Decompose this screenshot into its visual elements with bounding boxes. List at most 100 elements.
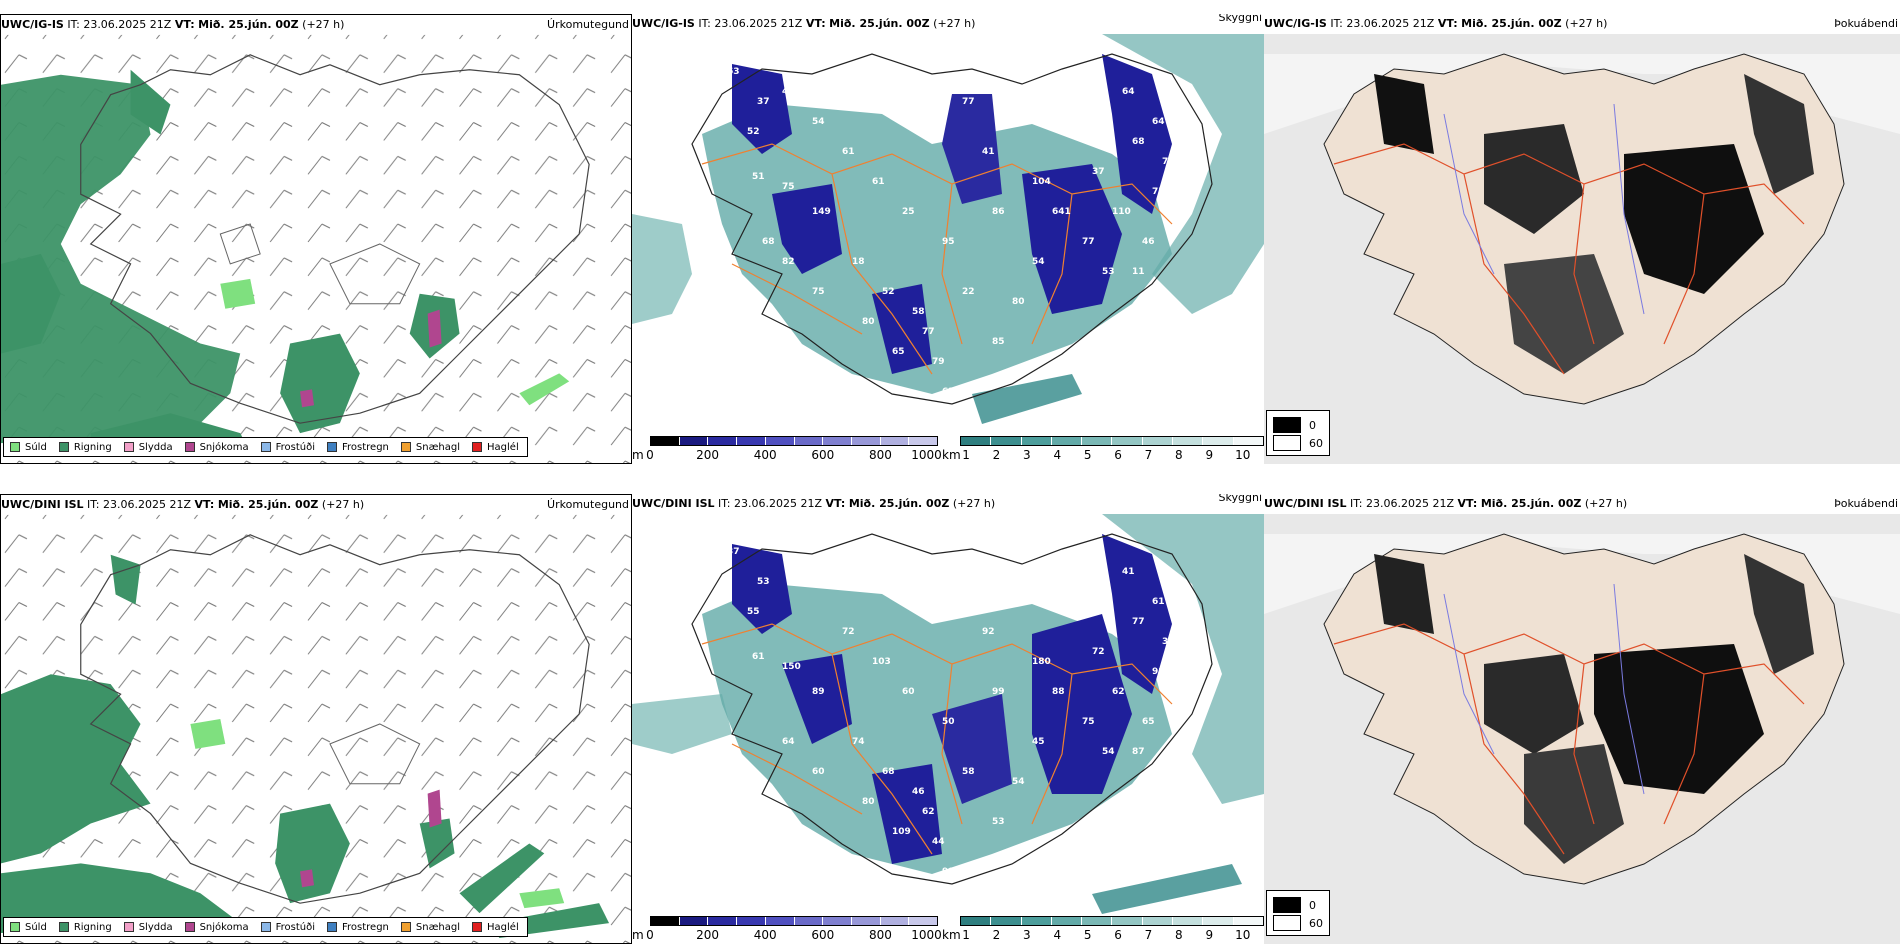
rain-area <box>275 803 350 904</box>
fog-map-canvas <box>1264 514 1900 944</box>
colorbar-unit: m <box>632 448 644 462</box>
river-network <box>1443 103 1645 315</box>
low-visibility-area <box>1092 864 1242 914</box>
colorbar-segment <box>909 917 938 925</box>
colorbar-segment <box>1203 917 1234 925</box>
valid-time: Mið. 25.jún. 00Z <box>1480 497 1582 510</box>
model-name: UWC/DINI ISL <box>632 497 715 510</box>
fog-map-canvas <box>1264 34 1900 464</box>
colorbar-segment <box>880 437 910 445</box>
issue-time: IT: 23.06.2025 21Z <box>1330 17 1435 30</box>
colorbar-segment <box>961 917 992 925</box>
colorbar-segment <box>651 917 680 925</box>
colorbar-ticks: 0 200 400 600 800 1000 <box>646 928 942 942</box>
panel-header: UWC/DINI ISL IT: 23.06.2025 21Z VT: Mið.… <box>632 494 1264 514</box>
valid-label: VT: <box>825 497 846 510</box>
road-network <box>701 143 1173 375</box>
colorbar-segment <box>851 917 881 925</box>
low-cloud-base-area <box>942 94 1002 204</box>
colorbar-segment <box>1142 437 1174 445</box>
snow-area <box>427 789 442 828</box>
drizzle-area <box>519 373 570 406</box>
legend-item: Snæhagl <box>400 442 460 453</box>
colorbar-ticks: 0 200 400 600 800 1000 <box>646 448 942 462</box>
model-name: UWC/IG-IS <box>1264 17 1327 30</box>
issue-time: IT: 23.06.2025 21Z <box>1350 497 1455 510</box>
colorbar-segment <box>1051 437 1083 445</box>
fog-map[interactable] <box>1264 14 1900 464</box>
fog-index-dark <box>1744 74 1814 194</box>
precip-map[interactable] <box>1 15 631 463</box>
lead-time: (+27 h) <box>933 17 976 30</box>
low-cloud-base-area <box>732 544 792 634</box>
lead-time: (+27 h) <box>1565 17 1608 30</box>
valid-time: Mið. 25.jún. 00Z <box>217 498 319 511</box>
field-title: Þokuábendi <box>1834 17 1898 30</box>
colorbar-segment <box>1021 917 1052 925</box>
colorbar-segment <box>1203 437 1234 445</box>
river-network <box>1443 583 1645 795</box>
legend-item: Haglél <box>472 922 519 933</box>
colorbar-segment <box>991 437 1022 445</box>
precip-legend: Súld Rigning Slydda Snjókoma Frostúði Fr… <box>3 437 528 457</box>
colorbar-segment <box>794 437 824 445</box>
fog-legend: 0 60 <box>1266 890 1330 936</box>
legend-item: 60 <box>1273 915 1323 931</box>
model-name: UWC/IG-IS <box>632 17 695 30</box>
visibility-map[interactable]: 37 53 55 61 150 89 74 68 46 48 92 99 180 88 75 54 77 41 61… <box>632 494 1264 944</box>
field-title: Þokuábendi <box>1834 497 1898 510</box>
legend-item: Snjókoma <box>184 922 249 933</box>
legend-item: 60 <box>1273 435 1323 451</box>
rain-area <box>1 674 151 864</box>
legend-item: Rigning <box>58 442 112 453</box>
valid-time: Mið. 25.jún. 00Z <box>829 17 930 30</box>
panel-header: UWC/DINI ISL IT: 23.06.2025 21Z VT: Mið.… <box>1264 494 1900 514</box>
land-area <box>1323 53 1845 405</box>
colorbar-segment <box>737 917 766 925</box>
issue-time: IT: 23.06.2025 21Z <box>87 498 192 511</box>
drizzle-area <box>220 278 256 309</box>
coastline <box>691 53 1213 405</box>
colorbar-segment <box>737 437 766 445</box>
colorbar-segment <box>794 917 824 925</box>
fog-map[interactable] <box>1264 494 1900 944</box>
visibility-colorbar: km 1 2 3 4 5 6 7 8 9 10 <box>942 916 1264 944</box>
rain-area <box>1 253 61 354</box>
visibility-map[interactable]: 63 37 52 51 75 149 18 52 58 77 41 86 104 641 77 53 68 64 6… <box>632 14 1264 464</box>
legend-item: 0 <box>1273 417 1316 433</box>
colorbar-segment <box>679 437 709 445</box>
low-visibility-area <box>1102 514 1264 804</box>
colorbar-segment <box>909 437 938 445</box>
colorbar-segment <box>1112 917 1143 925</box>
panel-header: UWC/IG-IS IT: 23.06.2025 21Z VT: Mið. 25… <box>1264 14 1900 34</box>
colorbar-segment <box>1233 917 1263 925</box>
coastline <box>80 534 590 904</box>
low-cloud-base-area <box>782 654 852 744</box>
legend-item: Haglél <box>472 442 519 453</box>
valid-time: Mið. 25.jún. 00Z <box>1461 17 1562 30</box>
colorbar-segment <box>651 437 680 445</box>
precip-legend: Súld Rigning Slydda Snjókoma Frostúði Fr… <box>3 917 528 937</box>
visibility-panel-row1: UWC/IG-IS IT: 23.06.2025 21Z VT: Mið. 25… <box>632 14 1264 464</box>
legend-item: Snæhagl <box>400 922 460 933</box>
low-visibility-area <box>1102 34 1264 314</box>
legend-item: Frostregn <box>327 922 389 933</box>
precip-map[interactable] <box>1 495 631 943</box>
fog-panel-row1: UWC/IG-IS IT: 23.06.2025 21Z VT: Mið. 25… <box>1264 14 1900 464</box>
low-visibility-area <box>972 374 1082 424</box>
low-cloud-base-area <box>772 184 842 274</box>
fog-index-dark <box>1744 554 1814 674</box>
glacier-outline <box>329 723 421 785</box>
road-network <box>1333 623 1805 855</box>
legend-item: Súld <box>10 922 47 933</box>
rain-area <box>459 843 545 914</box>
drizzle-area <box>190 719 226 749</box>
legend-item: Slydda <box>123 922 173 933</box>
colorbar-ticks: 1 2 3 4 5 6 7 8 9 10 <box>962 928 1251 942</box>
legend-item: Slydda <box>123 442 173 453</box>
colorbar-segment <box>1051 917 1083 925</box>
colorbar-segment <box>1112 437 1143 445</box>
colorbar-segment <box>851 437 881 445</box>
valid-time: Mið. 25.jún. 00Z <box>848 497 950 510</box>
fog-index-dark <box>1374 74 1434 154</box>
